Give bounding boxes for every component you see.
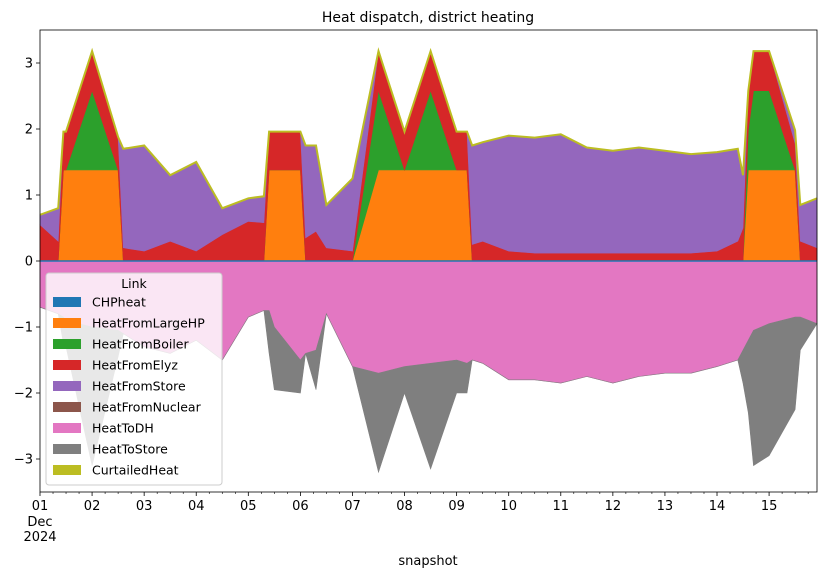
legend: Link CHPheat HeatFromLargeHP HeatFromBoile… bbox=[45, 272, 223, 486]
legend-label: HeatFromBoiler bbox=[92, 337, 189, 352]
legend-label: CurtailedHeat bbox=[92, 463, 179, 478]
x-tick-label: 15 bbox=[761, 499, 778, 514]
y-tick-label: 1 bbox=[25, 189, 33, 204]
curtailed-heat-line bbox=[39, 47, 818, 216]
y-tick-label: −3 bbox=[14, 453, 33, 468]
legend-swatch bbox=[53, 423, 81, 433]
legend-label: HeatToDH bbox=[92, 421, 154, 436]
x-tick-label: 14 bbox=[709, 499, 726, 514]
legend-label: HeatFromNuclear bbox=[92, 400, 202, 415]
x-tick-label: 08 bbox=[396, 499, 413, 514]
y-tick-label: 3 bbox=[25, 57, 33, 72]
legend-box bbox=[45, 272, 223, 486]
y-tick-label: −1 bbox=[14, 321, 33, 336]
legend-label: HeatFromStore bbox=[92, 379, 186, 394]
legend-swatch bbox=[53, 402, 81, 412]
x-axis-label: snapshot bbox=[398, 554, 457, 569]
x-date-sublabel: 2024 bbox=[23, 530, 56, 545]
x-tick-label: 04 bbox=[188, 499, 205, 514]
legend-swatch bbox=[53, 444, 81, 454]
legend-label: CHPheat bbox=[92, 295, 146, 310]
x-date-sublabel: Dec bbox=[27, 515, 52, 530]
legend-label: HeatToStore bbox=[92, 442, 168, 457]
x-tick-label: 11 bbox=[553, 499, 570, 514]
y-tick-label: −2 bbox=[14, 387, 33, 402]
chart-title: Heat dispatch, district heating bbox=[322, 10, 534, 26]
legend-swatch bbox=[53, 297, 81, 307]
legend-swatch bbox=[53, 318, 81, 328]
legend-title: Link bbox=[121, 276, 147, 291]
x-tick-label: 06 bbox=[292, 499, 309, 514]
legend-swatch bbox=[53, 465, 81, 475]
x-tick-label: 03 bbox=[136, 499, 153, 514]
legend-swatch bbox=[53, 360, 81, 370]
legend-label: HeatFromLargeHP bbox=[92, 316, 205, 331]
x-tick-label: 13 bbox=[657, 499, 674, 514]
y-tick-label: 0 bbox=[25, 255, 33, 270]
y-axis: −3 −2 −1 0 1 2 3 bbox=[14, 57, 40, 468]
x-tick-label: 10 bbox=[500, 499, 517, 514]
x-tick-label: 02 bbox=[84, 499, 101, 514]
x-tick-label: 09 bbox=[448, 499, 465, 514]
x-tick-label: 05 bbox=[240, 499, 257, 514]
x-tick-label: 12 bbox=[605, 499, 622, 514]
x-tick-label: 01 bbox=[32, 499, 49, 514]
x-tick-label: 07 bbox=[344, 499, 361, 514]
legend-label: HeatFromElyz bbox=[92, 358, 178, 373]
y-tick-label: 2 bbox=[25, 123, 33, 138]
legend-swatch bbox=[53, 381, 81, 391]
plot-areas bbox=[39, 47, 818, 474]
legend-swatch bbox=[53, 339, 81, 349]
